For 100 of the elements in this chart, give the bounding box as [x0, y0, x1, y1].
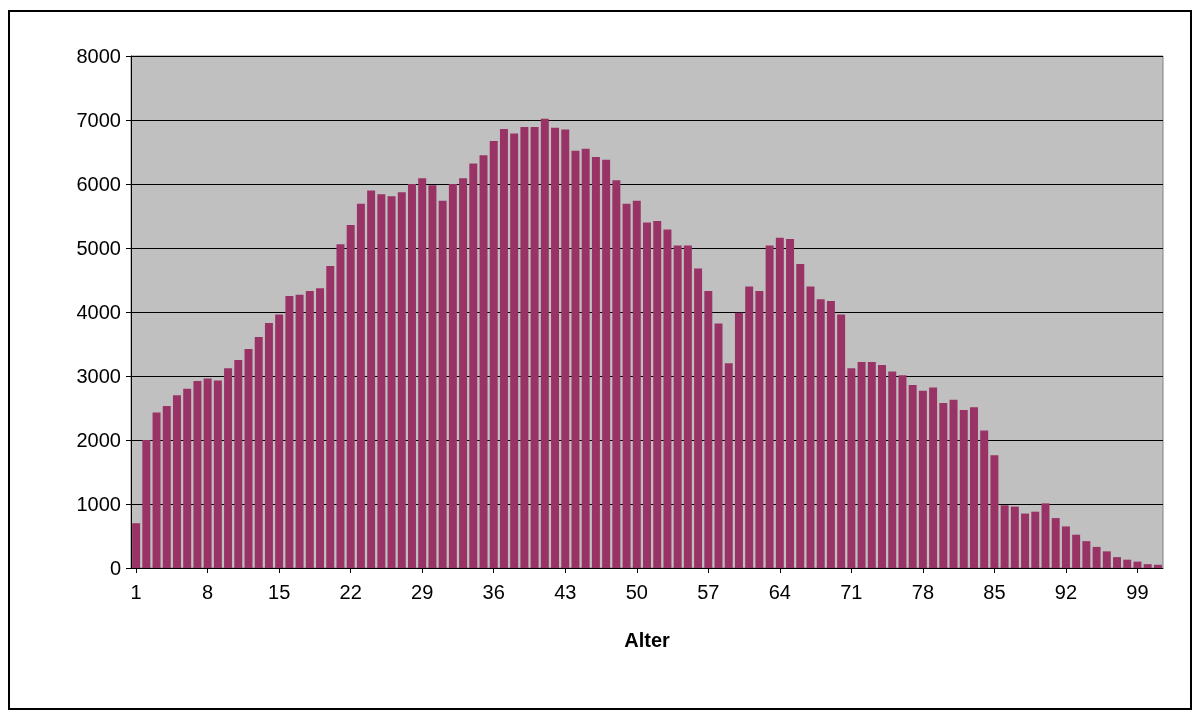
bar: [673, 245, 682, 568]
bar: [704, 290, 713, 568]
bar: [898, 375, 907, 568]
bar: [1143, 564, 1152, 568]
bar: [183, 388, 192, 568]
x-tick-label: 92: [1054, 581, 1078, 603]
bar: [1021, 513, 1030, 568]
bar: [264, 322, 273, 568]
bar: [959, 409, 968, 568]
y-tick-label: 7000: [76, 109, 121, 131]
bar: [520, 127, 529, 568]
x-tick-label: 71: [840, 581, 863, 603]
bar: [234, 360, 243, 568]
bar: [1123, 559, 1132, 568]
bar: [367, 190, 376, 568]
bar: [837, 314, 846, 568]
bar: [888, 371, 897, 568]
bar: [969, 407, 978, 568]
x-tick-label: 64: [768, 581, 791, 603]
bar: [653, 221, 662, 568]
bar: [1000, 505, 1009, 568]
bar: [285, 296, 294, 568]
bar: [397, 192, 406, 568]
bar: [571, 150, 580, 568]
x-tick-label: 15: [268, 581, 291, 603]
bar: [908, 384, 917, 568]
y-tick-label: 0: [109, 557, 121, 579]
bar: [162, 406, 171, 568]
bar: [1010, 506, 1019, 568]
y-tick-label: 8000: [76, 45, 121, 67]
bar: [755, 290, 764, 568]
bar: [459, 178, 468, 568]
bar: [1082, 541, 1091, 568]
bar: [213, 380, 222, 568]
bar: [663, 229, 672, 568]
bar: [826, 301, 835, 568]
bar: [1072, 534, 1081, 568]
bar: [878, 365, 886, 568]
x-tick-label: 78: [911, 581, 935, 603]
x-tick-label: 43: [554, 581, 577, 603]
bar: [336, 244, 345, 568]
bar: [980, 430, 989, 568]
bar: [990, 455, 999, 568]
y-tick-label: 2000: [76, 429, 121, 451]
bar: [786, 239, 795, 568]
bar: [1133, 561, 1142, 568]
bar: [152, 412, 161, 568]
bar: [254, 336, 263, 568]
bar: [949, 399, 958, 568]
bar: [448, 184, 457, 568]
x-tick-label: 57: [697, 581, 720, 603]
bar: [438, 200, 447, 568]
bar: [499, 128, 508, 568]
bar: [316, 288, 325, 568]
x-tick-label: 85: [983, 581, 1006, 603]
bar: [734, 312, 743, 568]
bar: [346, 224, 355, 568]
bar: [1051, 518, 1060, 568]
x-tick-label: 8: [202, 581, 214, 603]
bar: [1061, 526, 1070, 568]
bar: [203, 378, 212, 568]
bar: [847, 368, 856, 568]
y-tick-label: 3000: [76, 365, 121, 387]
bar: [775, 237, 784, 568]
bar: [694, 268, 703, 568]
bar: [561, 129, 570, 568]
bar: [305, 290, 314, 568]
bar: [530, 127, 539, 568]
x-tick-label: 50: [625, 581, 648, 603]
bar: [142, 440, 151, 568]
bar: [428, 185, 437, 568]
bar: [326, 265, 335, 568]
bar: [173, 395, 181, 568]
bar: [275, 314, 284, 568]
bar: [356, 203, 365, 568]
x-tick-label: 1: [130, 581, 142, 603]
bar: [857, 361, 866, 568]
bar: [1092, 546, 1101, 568]
bar: [224, 368, 233, 568]
bar: [1113, 557, 1121, 568]
bar: [918, 390, 927, 568]
bar: [816, 299, 825, 568]
bar: [867, 361, 876, 568]
y-tick-label: 1000: [76, 493, 121, 515]
bar: [581, 148, 590, 568]
bar: [377, 194, 386, 568]
bar: [796, 264, 805, 568]
bar: [193, 381, 202, 568]
y-tick-label: 6000: [76, 173, 121, 195]
bar: [1031, 511, 1040, 568]
bar: [132, 523, 141, 568]
bar: [387, 196, 396, 568]
bar: [418, 178, 427, 568]
bar: [408, 184, 416, 568]
x-tick-label: 22: [339, 581, 362, 603]
bar: [469, 163, 478, 568]
bar: [939, 402, 948, 568]
bar: [622, 203, 631, 568]
bar: [745, 286, 754, 568]
bar: [551, 127, 560, 568]
